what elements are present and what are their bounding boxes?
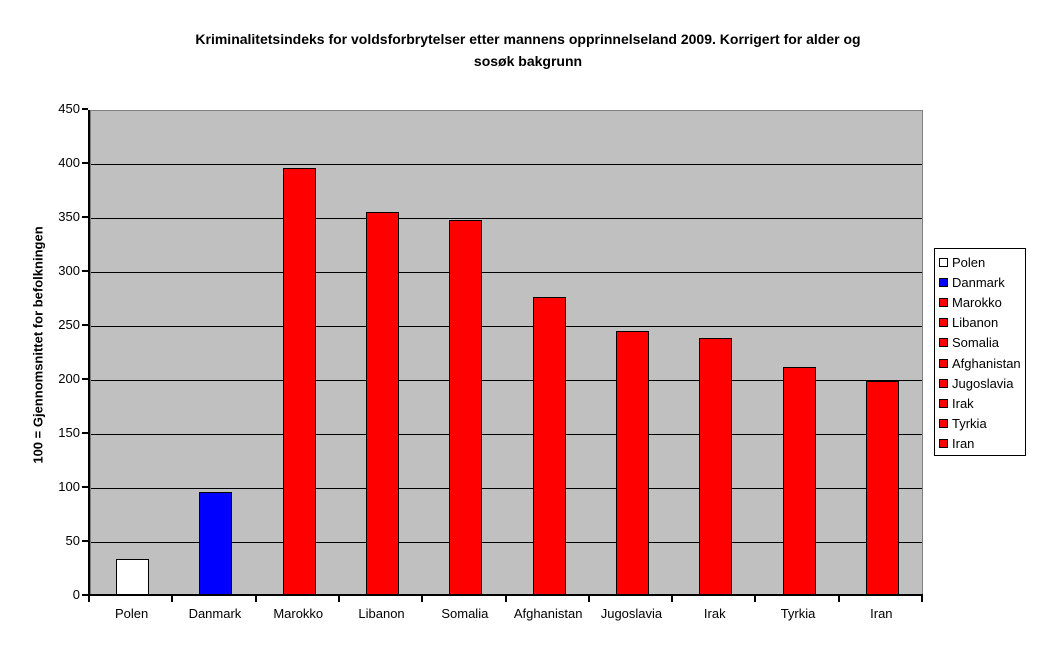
legend-swatch-irak (939, 398, 948, 408)
legend-label: Somalia (952, 335, 999, 351)
gridline-150 (91, 434, 922, 435)
legend-item-afghanistan: Afghanistan (935, 353, 1025, 373)
plot-area (90, 110, 923, 596)
x-tick-5 (504, 596, 507, 602)
bar-irak (699, 338, 733, 595)
legend-swatch-danmark (939, 277, 948, 287)
bar-polen (116, 559, 150, 595)
x-axis-line (88, 594, 923, 596)
chart-title: Kriminalitetsindeks for voldsforbrytelse… (60, 28, 996, 72)
legend-item-marokko: Marokko (935, 292, 1025, 312)
y-tick-label-300: 300 (58, 263, 80, 278)
x-tick-8 (754, 596, 757, 602)
x-tick-label-tyrkia: Tyrkia (780, 606, 816, 621)
legend-label: Afghanistan (952, 355, 1021, 371)
legend: Polen Danmark Marokko Libanon Somalia Afghani… (934, 248, 1026, 456)
x-tick-label-libanon: Libanon (358, 606, 405, 621)
legend-item-iran: Iran (935, 434, 1025, 454)
y-tick-300 (82, 270, 88, 272)
x-tick-label-afghanistan: Afghanistan (513, 606, 583, 621)
y-tick-50 (82, 540, 88, 542)
x-tick-4 (421, 596, 424, 602)
x-tick-10 (921, 596, 923, 602)
y-tick-450 (82, 108, 88, 110)
gridline-400 (91, 164, 922, 165)
legend-label: Tyrkia (952, 416, 987, 432)
y-tick-label-250: 250 (58, 317, 80, 332)
legend-swatch-iran (939, 439, 948, 449)
y-tick-label-400: 400 (58, 155, 80, 170)
x-tick-label-polen: Polen (115, 606, 149, 621)
chart-title-line-1: Kriminalitetsindeks for voldsforbrytelse… (195, 31, 861, 47)
x-tick-9 (837, 596, 840, 602)
x-tick-6 (587, 596, 590, 602)
x-tick-0 (88, 596, 90, 602)
y-tick-label-100: 100 (58, 479, 80, 494)
bar-libanon (366, 212, 400, 595)
y-tick-400 (82, 162, 88, 164)
legend-label: Polen (952, 254, 986, 270)
x-tick-label-jugoslavia: Jugoslavia (600, 606, 663, 621)
bar-iran (865, 381, 899, 595)
legend-label: Iran (952, 436, 975, 452)
y-tick-350 (82, 216, 88, 218)
legend-label: Libanon (952, 315, 999, 331)
legend-swatch-tyrkia (939, 419, 948, 429)
bar-tyrkia (782, 367, 816, 595)
y-axis-line (88, 110, 90, 596)
gridline-250 (91, 326, 922, 327)
legend-item-jugoslavia: Jugoslavia (935, 373, 1025, 393)
legend-label: Danmark (952, 274, 1005, 290)
bar-somalia (449, 220, 483, 595)
legend-label: Irak (952, 395, 974, 411)
gridline-200 (91, 380, 922, 381)
gridline-350 (91, 218, 922, 219)
y-tick-label-350: 350 (58, 209, 80, 224)
gridline-300 (91, 272, 922, 273)
y-tick-label-450: 450 (58, 101, 80, 116)
legend-item-tyrkia: Tyrkia (935, 414, 1025, 434)
y-tick-label-50: 50 (65, 533, 80, 548)
y-tick-200 (82, 378, 88, 380)
x-tick-7 (671, 596, 674, 602)
legend-swatch-marokko (939, 297, 948, 307)
y-tick-100 (82, 486, 88, 488)
y-tick-150 (82, 432, 88, 434)
y-tick-label-150: 150 (58, 425, 80, 440)
legend-item-danmark: Danmark (935, 272, 1025, 292)
legend-item-polen: Polen (935, 252, 1025, 272)
y-tick-label-0: 0 (72, 587, 80, 602)
legend-item-irak: Irak (935, 393, 1025, 413)
bar-afghanistan (532, 297, 566, 595)
bar-jugoslavia (615, 331, 649, 595)
x-tick-3 (337, 596, 340, 602)
legend-swatch-afghanistan (939, 358, 948, 368)
gridline-50 (91, 542, 922, 543)
legend-swatch-jugoslavia (939, 378, 948, 388)
x-tick-1 (171, 596, 174, 602)
chart-title-line-2: sosøk bakgrunn (473, 53, 583, 69)
legend-swatch-polen (939, 257, 948, 267)
y-tick-250 (82, 324, 88, 326)
x-tick-label-irak: Irak (703, 606, 726, 621)
x-tick-label-marokko: Marokko (273, 606, 324, 621)
legend-swatch-somalia (939, 338, 948, 348)
x-tick-label-danmark: Danmark (188, 606, 242, 621)
legend-item-libanon: Libanon (935, 313, 1025, 333)
legend-label: Marokko (952, 294, 1002, 310)
x-tick-label-somalia: Somalia (441, 606, 489, 621)
legend-label: Jugoslavia (952, 375, 1014, 391)
bar-marokko (282, 168, 316, 595)
bar-danmark (199, 492, 233, 595)
legend-swatch-libanon (939, 318, 948, 328)
x-tick-2 (254, 596, 257, 602)
gridline-100 (91, 488, 922, 489)
x-tick-label-iran: Iran (870, 606, 893, 621)
legend-item-somalia: Somalia (935, 333, 1025, 353)
y-tick-label-200: 200 (58, 371, 80, 386)
y-tick-0 (82, 594, 88, 596)
